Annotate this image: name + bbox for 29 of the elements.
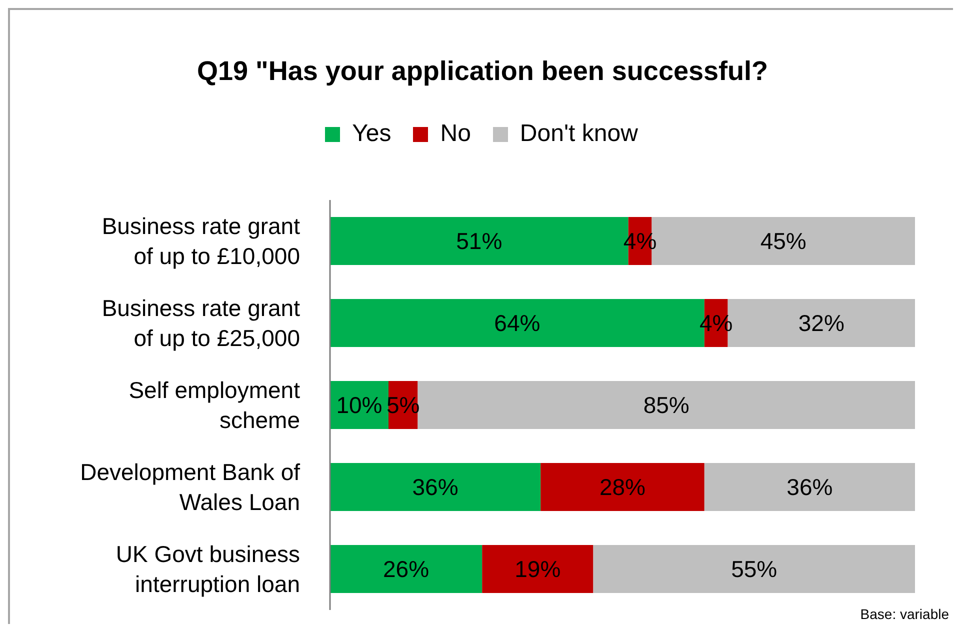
- data-label: 36%: [412, 474, 458, 500]
- bar: [593, 545, 915, 593]
- data-label: 51%: [456, 228, 502, 254]
- data-label: 26%: [383, 556, 430, 582]
- data-label: 36%: [786, 474, 833, 500]
- bar: [330, 463, 541, 511]
- bar: [418, 381, 915, 429]
- data-label: 32%: [798, 310, 844, 336]
- y-tick-label: UK Govt business interruption loan: [116, 541, 300, 597]
- bar: [482, 545, 594, 593]
- y-tick-label: Business rate grant of up to £10,000: [102, 213, 301, 269]
- bar: [704, 463, 915, 511]
- data-label: 19%: [514, 556, 561, 582]
- chart-title: Q19 "Has your application been successful?: [196, 56, 769, 87]
- data-label: 64%: [494, 310, 540, 336]
- legend-label: Yes: [351, 120, 392, 148]
- data-label: 85%: [643, 392, 690, 418]
- annotation: Base: variable: [860, 606, 949, 622]
- data-label: 45%: [760, 228, 806, 254]
- data-label: 28%: [599, 474, 646, 500]
- y-tick-label: Business rate grant of up to £25,000: [102, 295, 301, 351]
- data-label: 10%: [336, 392, 382, 418]
- legend-label: Don't know: [518, 120, 638, 148]
- y-tick-label: Self employment scheme: [128, 377, 301, 433]
- y-tick-label: Development Bank of Wales Loan: [80, 459, 301, 515]
- bar: [330, 545, 482, 593]
- data-label: 55%: [731, 556, 778, 582]
- legend-label: No: [439, 120, 471, 148]
- bar: [540, 463, 704, 511]
